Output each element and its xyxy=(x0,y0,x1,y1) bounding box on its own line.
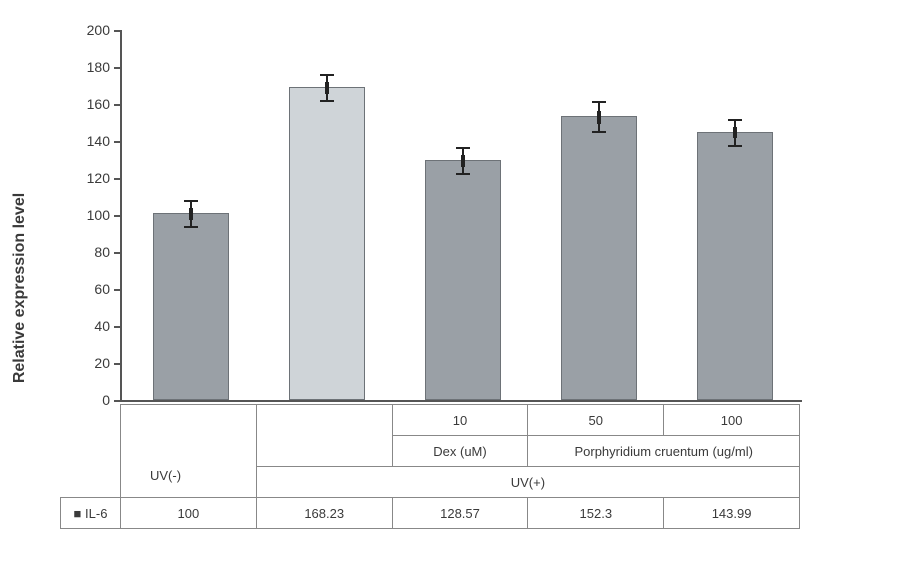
error-cap xyxy=(592,131,606,133)
x-axis-data-table: 10 50 100 Dex (uM) Porphyridium cruentum… xyxy=(60,404,800,529)
cell-conc-100: 100 xyxy=(664,405,800,436)
cell-uv-neg-blank xyxy=(121,405,257,498)
cell-uv-pos: UV(+) xyxy=(256,467,799,498)
y-tick xyxy=(114,326,122,328)
error-cap xyxy=(728,119,742,121)
cell-porph-label: Porphyridium cruentum (ug/ml) xyxy=(528,436,800,467)
cell-uv-pos-blank xyxy=(256,405,392,467)
error-center xyxy=(189,208,193,220)
y-tick xyxy=(114,178,122,180)
cell-dex-label: Dex (uM) xyxy=(392,436,528,467)
series-name: IL-6 xyxy=(85,506,107,521)
y-tick xyxy=(114,141,122,143)
y-tick-label: 40 xyxy=(94,318,110,334)
error-center xyxy=(597,111,601,124)
y-tick xyxy=(114,104,122,106)
error-cap xyxy=(728,145,742,147)
table-row-values: ■ IL-6 100 168.23 128.57 152.3 143.99 xyxy=(61,498,800,529)
error-center xyxy=(461,155,465,167)
uv-neg-label: UV(-) xyxy=(150,468,181,483)
cell-conc-50: 50 xyxy=(528,405,664,436)
value-cell: 100 xyxy=(121,498,257,529)
error-cap xyxy=(320,100,334,102)
y-axis-label: Relative expression level xyxy=(11,193,29,383)
y-tick xyxy=(114,400,122,402)
error-cap xyxy=(456,147,470,149)
plot-area: 020406080100120140160180200 xyxy=(120,30,802,402)
y-tick-label: 60 xyxy=(94,281,110,297)
y-tick xyxy=(114,363,122,365)
error-cap xyxy=(320,74,334,76)
chart-container: Relative expression level 02040608010012… xyxy=(0,0,910,576)
error-center xyxy=(325,82,329,94)
error-cap xyxy=(592,101,606,103)
cell-conc-dex: 10 xyxy=(392,405,528,436)
y-tick-label: 20 xyxy=(94,355,110,371)
y-tick xyxy=(114,30,122,32)
y-tick-label: 80 xyxy=(94,244,110,260)
bar xyxy=(697,132,774,400)
y-tick-label: 180 xyxy=(87,59,110,75)
bar xyxy=(425,160,502,400)
table-row-concentration: 10 50 100 xyxy=(61,405,800,436)
legend-marker-icon: ■ xyxy=(74,506,82,521)
y-tick xyxy=(114,252,122,254)
table-spacer xyxy=(61,405,121,498)
y-tick-label: 100 xyxy=(87,207,110,223)
y-tick-label: 140 xyxy=(87,133,110,149)
error-center xyxy=(733,127,737,139)
value-cell: 128.57 xyxy=(392,498,528,529)
error-cap xyxy=(184,200,198,202)
error-cap xyxy=(456,173,470,175)
y-tick xyxy=(114,67,122,69)
bar xyxy=(561,116,638,400)
y-tick xyxy=(114,215,122,217)
y-tick xyxy=(114,289,122,291)
y-tick-label: 120 xyxy=(87,170,110,186)
value-cell: 168.23 xyxy=(256,498,392,529)
value-cell: 152.3 xyxy=(528,498,664,529)
error-cap xyxy=(184,226,198,228)
series-row-header: ■ IL-6 xyxy=(61,498,121,529)
bar xyxy=(289,87,366,400)
value-cell: 143.99 xyxy=(664,498,800,529)
y-tick-label: 200 xyxy=(87,22,110,38)
bar xyxy=(153,213,230,400)
y-tick-label: 160 xyxy=(87,96,110,112)
